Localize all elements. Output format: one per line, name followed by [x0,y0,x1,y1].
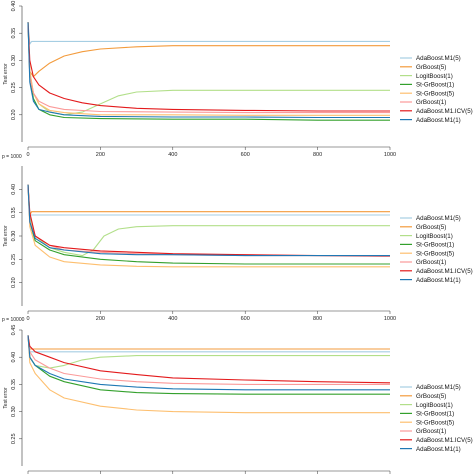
legend: AdaBoost.M1(5) GrBoost(5) LogitBoost(1) St-… [400,55,473,124]
series-line-8 [27,22,390,119]
x-tick-label: 600 [241,152,250,158]
series-line-6 [27,184,390,257]
y-tick-label: 0.25 [11,433,17,444]
panel-2: p = 1000 Test error 0.20 0.25 0.30 0.35 0.40 0 2… [2,154,473,322]
y-tick-label: 0.35 [11,207,17,218]
series-line-6 [27,335,390,385]
series-line-1 [27,184,390,216]
x-tick-label: 800 [313,152,322,158]
y-tick-label: 0.45 [11,325,17,336]
series-line-5 [27,22,390,116]
x-tick-label: 0 [26,316,29,322]
legend-label: LogitBoost(1) [416,233,453,240]
y-tick-label: 0.40 [11,1,17,12]
series-line-8 [27,184,390,257]
x-tick-label: 600 [241,316,250,322]
series-line-6 [27,22,390,114]
series-line-3 [27,184,390,257]
legend-label: LogitBoost(1) [416,73,453,80]
panel-3: p = 10000 Test error 0.25 0.30 0.35 0.40 0.45 A… [2,317,473,474]
x-tick-label: 400 [168,316,177,322]
series-line-7 [27,184,391,257]
legend-label: AdaBoost.M1(5) [416,215,461,222]
legend-label: GrBoost(1) [416,259,446,266]
legend-label: St-GrBoost(1) [416,82,454,89]
series-line-5 [27,184,390,268]
x-tick-label: 400 [168,152,177,158]
legend-label: GrBoost(5) [416,64,446,71]
series-line-1 [27,22,390,45]
y-axis-label: Test error [3,63,9,84]
legend-label: AdaBoost.M1.ICV(5) [416,437,473,444]
legend: AdaBoost.M1(5) GrBoost(5) LogitBoost(1) St-… [400,215,473,284]
y-axis-label: Test error [3,387,9,408]
legend-label: LogitBoost(1) [416,402,453,409]
x-tick-label: 200 [96,316,105,322]
y-tick-label: 0.40 [11,352,17,363]
panel-title: p = 10000 [2,317,25,323]
x-tick-label: 1000 [384,316,396,322]
series-line-5 [27,335,390,414]
y-tick-label: 0.40 [11,184,17,195]
series-line-7 [27,22,390,112]
series-line-2 [27,335,390,350]
legend-label: AdaBoost.M1.ICV(5) [416,268,473,275]
series-line-4 [27,22,390,121]
legend-label: St-GrBoost(1) [416,411,454,418]
legend-label: AdaBoost.M1.ICV(5) [416,108,473,115]
legend-label: St-GrBoost(5) [416,90,454,97]
legend: AdaBoost.M1(5) GrBoost(5) LogitBoost(1) St-… [400,384,473,453]
panel-1: Test error 0.20 0.25 0.30 0.35 0.40 0 200 400 600… [3,1,473,158]
x-tick-label: 200 [96,152,105,158]
y-tick-label: 0.30 [11,55,17,66]
panel-title: p = 1000 [2,154,22,160]
y-axis-label: Test error [3,225,9,246]
legend-label: AdaBoost.M1(1) [416,446,461,453]
legend-label: GrBoost(1) [416,99,446,106]
legend-label: St-GrBoost(1) [416,242,454,249]
y-tick-label: 0.30 [11,231,17,242]
legend-label: GrBoost(1) [416,428,446,435]
series-line-7 [27,335,391,384]
legend-label: AdaBoost.M1(5) [416,55,461,62]
y-tick-label: 0.20 [11,109,17,120]
legend-label: GrBoost(5) [416,224,446,231]
x-tick-label: 800 [313,316,322,322]
y-tick-label: 0.25 [11,82,17,93]
legend-label: AdaBoost.M1(1) [416,117,461,124]
x-tick-label: 1000 [384,152,396,158]
series-line-8 [27,335,390,391]
series-line-3 [27,22,390,116]
y-tick-label: 0.30 [11,406,17,417]
legend-label: St-GrBoost(5) [416,250,454,257]
y-tick-label: 0.35 [11,28,17,39]
series-line-2 [27,184,390,216]
legend-label: GrBoost(5) [416,393,446,400]
series-line-4 [27,335,390,395]
legend-label: AdaBoost.M1(1) [416,277,461,284]
x-tick-label: 0 [26,152,29,158]
y-tick-label: 0.35 [11,379,17,390]
y-tick-label: 0.20 [11,277,17,288]
legend-label: St-GrBoost(5) [416,419,454,426]
series-line-2 [27,22,390,78]
legend-label: AdaBoost.M1(5) [416,384,461,391]
y-tick-label: 0.25 [11,254,17,265]
